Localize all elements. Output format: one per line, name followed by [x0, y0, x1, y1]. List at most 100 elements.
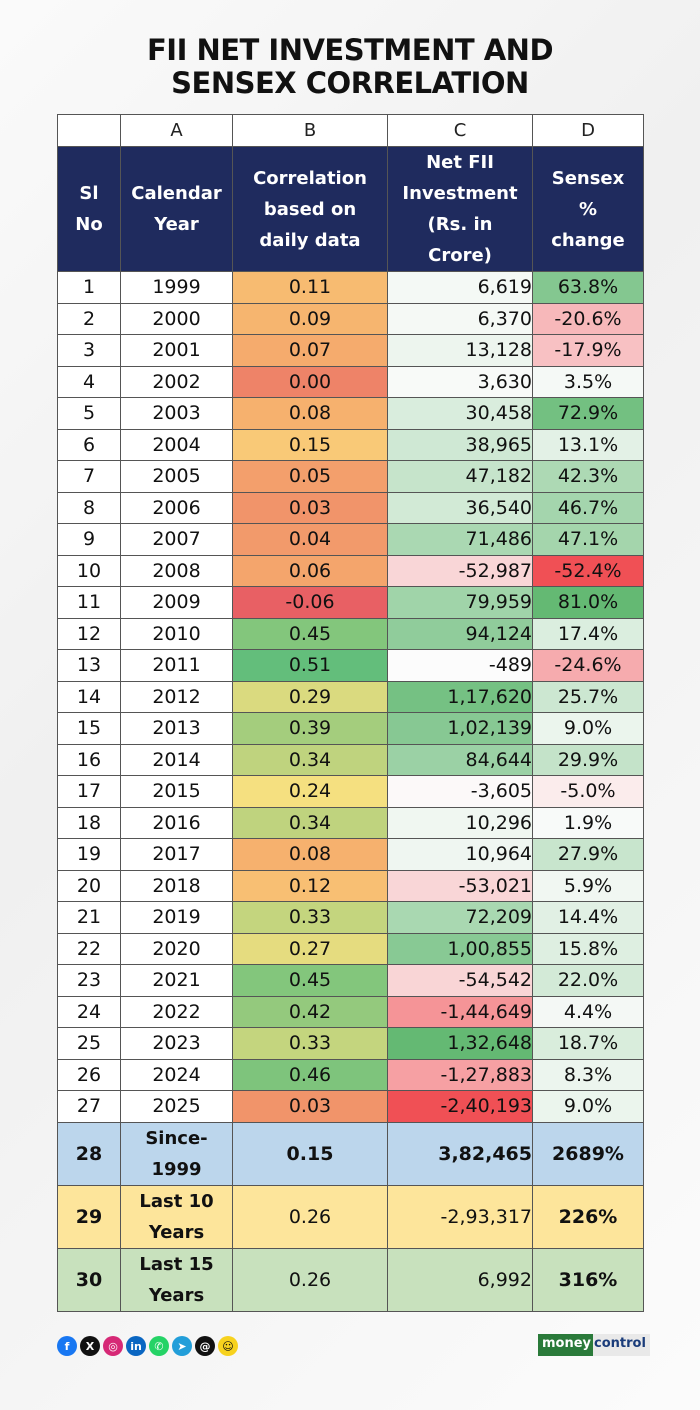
cell-net-fii: -2,93,317 — [387, 1184, 533, 1249]
cell-correlation: 0.12 — [232, 869, 388, 902]
cell-sl-no: 10 — [57, 554, 121, 587]
cell-net-fii: 71,486 — [387, 523, 533, 556]
cell-correlation: 0.34 — [232, 743, 388, 776]
moneycontrol-logo: money control — [538, 1334, 650, 1356]
table-row: 5 2003 0.08 30,458 72.9% — [57, 397, 644, 430]
cell-correlation: 0.03 — [232, 491, 388, 524]
cell-sl-no: 4 — [57, 365, 121, 398]
cell-correlation: -0.06 — [232, 586, 388, 619]
cell-correlation: 0.15 — [232, 428, 388, 461]
cell-sensex-change: 4.4% — [532, 995, 644, 1028]
cell-year: 2001 — [120, 334, 233, 367]
header-text: Net FII — [426, 152, 494, 173]
cell-net-fii: 6,992 — [387, 1247, 533, 1312]
cell-net-fii: 6,619 — [387, 271, 533, 304]
cell-sl-no: 14 — [57, 680, 121, 713]
instagram-icon[interactable]: ◎ — [103, 1336, 123, 1356]
cell-correlation: 0.42 — [232, 995, 388, 1028]
brand-part-2: control — [593, 1334, 650, 1356]
cell-correlation: 0.08 — [232, 397, 388, 430]
cell-year: 2005 — [120, 460, 233, 493]
column-letter-b: B — [232, 114, 388, 147]
cell-correlation: 0.34 — [232, 806, 388, 839]
cell-sl-no: 6 — [57, 428, 121, 461]
cell-net-fii: 36,540 — [387, 491, 533, 524]
social-icons: f X ◎ in ✆ ➤ @ ☺ — [57, 1336, 238, 1358]
cell-correlation: 0.05 — [232, 460, 388, 493]
header-row: Sl No Calendar Year Correlation based on dai… — [57, 146, 644, 272]
cell-sensex-change: 72.9% — [532, 397, 644, 430]
cell-year: 1999 — [120, 271, 233, 304]
cell-correlation: 0.09 — [232, 302, 388, 335]
cell-sensex-change: 17.4% — [532, 617, 644, 650]
cell-sl-no: 25 — [57, 1027, 121, 1060]
header-sensex-change: Sensex% change — [532, 146, 644, 272]
cell-sl-no: 19 — [57, 838, 121, 871]
cell-correlation: 0.06 — [232, 554, 388, 587]
cell-year: 2010 — [120, 617, 233, 650]
cell-sl-no: 11 — [57, 586, 121, 619]
threads-icon[interactable]: @ — [195, 1336, 215, 1356]
title-line-1: FII NET INVESTMENT AND — [146, 33, 554, 67]
cell-year: 2013 — [120, 712, 233, 745]
cell-net-fii: 13,128 — [387, 334, 533, 367]
label-line-2: 1999 — [151, 1158, 202, 1180]
cell-net-fii: 1,32,648 — [387, 1027, 533, 1060]
cell-correlation: 0.29 — [232, 680, 388, 713]
cell-year: 2025 — [120, 1090, 233, 1123]
cell-sl-no: 9 — [57, 523, 121, 556]
cell-net-fii: -489 — [387, 649, 533, 682]
cell-net-fii: 10,964 — [387, 838, 533, 871]
cell-sensex-change: -52.4% — [532, 554, 644, 587]
cell-sensex-change: 8.3% — [532, 1058, 644, 1091]
table-row: 19 2017 0.08 10,964 27.9% — [57, 838, 644, 871]
facebook-icon[interactable]: f — [57, 1336, 77, 1356]
cell-year: 2000 — [120, 302, 233, 335]
header-text: based on — [263, 198, 357, 220]
cell-sensex-change: 316% — [532, 1247, 644, 1312]
whatsapp-icon[interactable]: ✆ — [149, 1336, 169, 1356]
cell-net-fii: 1,00,855 — [387, 932, 533, 965]
cell-year: 2011 — [120, 649, 233, 682]
cell-sl-no: 5 — [57, 397, 121, 430]
x-icon[interactable]: X — [80, 1336, 100, 1356]
header-text: Calendar — [131, 183, 222, 204]
cell-sensex-change: 81.0% — [532, 586, 644, 619]
cell-year: 2022 — [120, 995, 233, 1028]
cell-year: 2003 — [120, 397, 233, 430]
cell-sensex-change: 42.3% — [532, 460, 644, 493]
cell-net-fii: -3,605 — [387, 775, 533, 808]
cell-sl-no: 18 — [57, 806, 121, 839]
cell-correlation: 0.33 — [232, 901, 388, 934]
linkedin-icon[interactable]: in — [126, 1336, 146, 1356]
telegram-icon[interactable]: ➤ — [172, 1336, 192, 1356]
cell-correlation: 0.03 — [232, 1090, 388, 1123]
table-row: 27 2025 0.03 -2,40,193 9.0% — [57, 1090, 644, 1123]
label-line-2: Years — [148, 1284, 205, 1306]
cell-sensex-change: 15.8% — [532, 932, 644, 965]
cell-correlation: 0.04 — [232, 523, 388, 556]
brand-part-1: money — [538, 1334, 594, 1356]
label-line-1: Last 15 — [139, 1253, 214, 1275]
snapchat-icon[interactable]: ☺ — [218, 1336, 238, 1356]
cell-correlation: 0.39 — [232, 712, 388, 745]
cell-year: 2008 — [120, 554, 233, 587]
column-letter-c: C — [387, 114, 533, 147]
cell-net-fii: -1,27,883 — [387, 1058, 533, 1091]
table-row: 10 2008 0.06 -52,987 -52.4% — [57, 554, 644, 587]
cell-year: 2021 — [120, 964, 233, 997]
cell-net-fii: -2,40,193 — [387, 1090, 533, 1123]
table-row: 18 2016 0.34 10,296 1.9% — [57, 806, 644, 839]
table-row: 17 2015 0.24 -3,605 -5.0% — [57, 775, 644, 808]
header-text: Correlation — [253, 167, 367, 189]
table-row: 8 2006 0.03 36,540 46.7% — [57, 491, 644, 524]
table-row: 24 2022 0.42 -1,44,649 4.4% — [57, 995, 644, 1028]
cell-correlation: 0.33 — [232, 1027, 388, 1060]
cell-sensex-change: -17.9% — [532, 334, 644, 367]
title-line-2: SENSEX CORRELATION — [171, 66, 529, 100]
cell-year: 2024 — [120, 1058, 233, 1091]
cell-correlation: 0.51 — [232, 649, 388, 682]
cell-correlation: 0.46 — [232, 1058, 388, 1091]
cell-net-fii: 94,124 — [387, 617, 533, 650]
cell-sensex-change: 3.5% — [532, 365, 644, 398]
